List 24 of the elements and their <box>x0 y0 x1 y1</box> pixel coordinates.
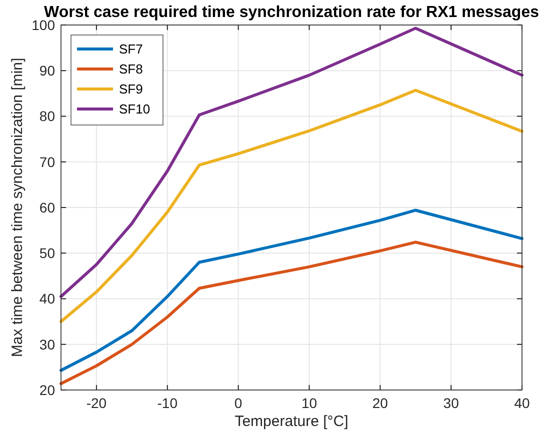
y-tick-label: 30 <box>39 336 56 352</box>
y-axis-title: Max time between time synchronization [min] <box>9 58 26 358</box>
y-tick-label: 50 <box>39 245 56 262</box>
x-tick-label: 20 <box>372 395 388 411</box>
y-tick-label: 80 <box>39 108 56 124</box>
legend-label: SF8 <box>119 62 143 77</box>
y-tick-label: 20 <box>39 382 56 398</box>
y-tick-label: 60 <box>39 199 56 216</box>
x-tick-label: 30 <box>443 395 460 411</box>
y-tick-label: 70 <box>39 154 56 170</box>
x-axis-title: Temperature [°C] <box>234 413 348 430</box>
x-tick-label: -20 <box>86 395 107 411</box>
legend-label: SF7 <box>119 42 143 57</box>
y-tick-label: 40 <box>39 290 56 307</box>
line-series <box>60 240 524 386</box>
legend-label: SF10 <box>119 102 150 117</box>
line-series <box>60 208 524 372</box>
x-tick-label: 10 <box>301 395 318 411</box>
line-series <box>60 26 524 298</box>
x-tick-label: 0 <box>234 395 242 411</box>
x-tick-label: -10 <box>157 395 178 411</box>
x-tick-label: 40 <box>514 395 530 411</box>
legend-label: SF9 <box>119 82 143 97</box>
y-tick-label: 90 <box>39 62 56 79</box>
